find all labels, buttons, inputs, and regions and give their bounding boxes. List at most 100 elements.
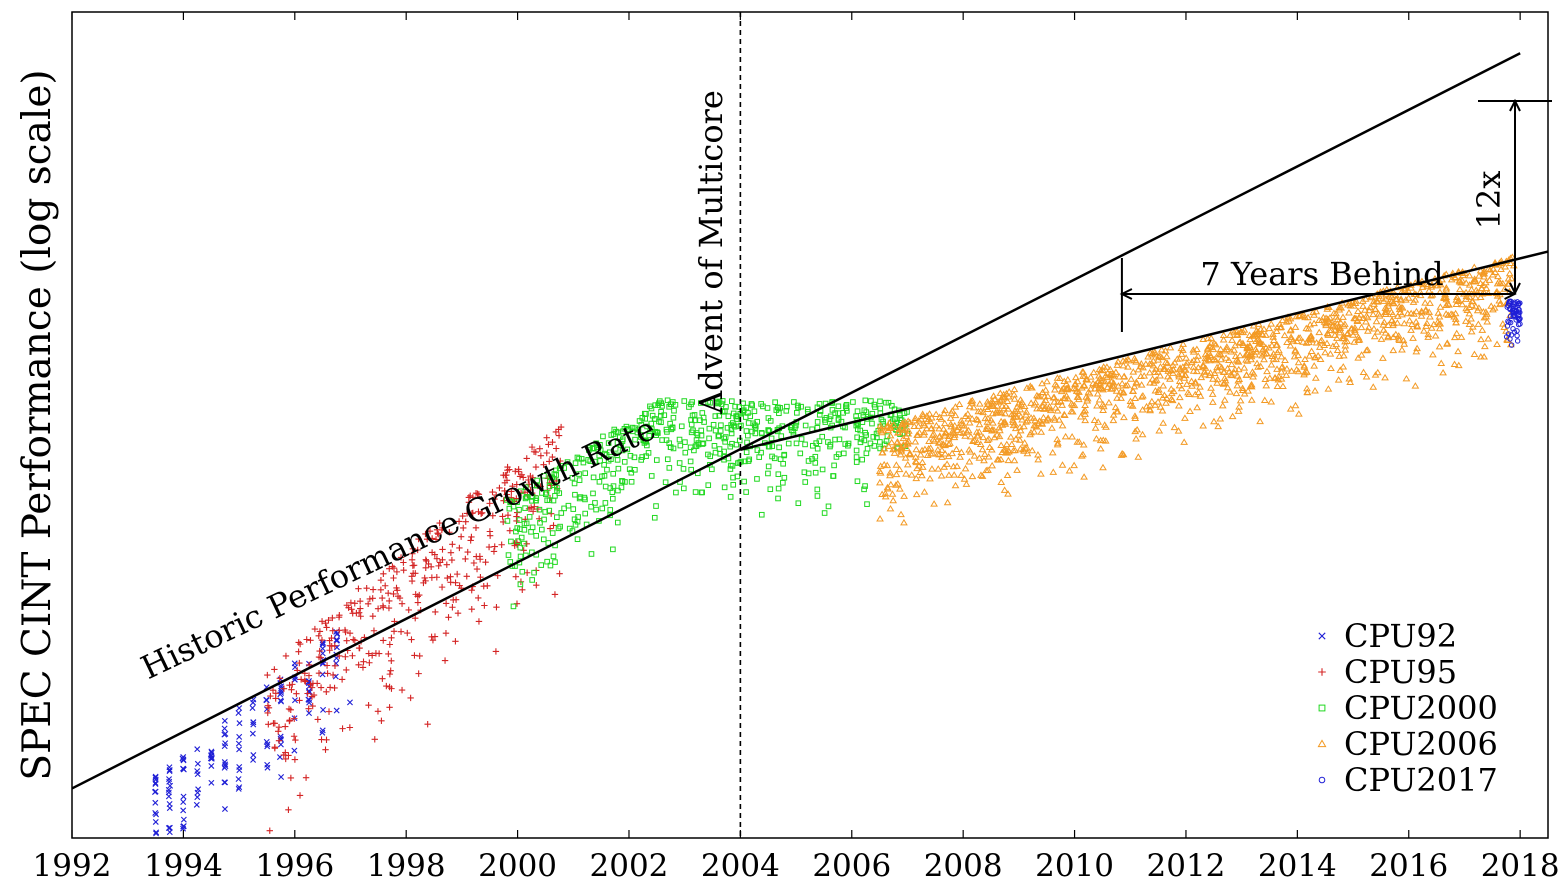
data-point (1210, 417, 1218, 425)
data-point (317, 654, 324, 661)
data-point (506, 527, 514, 534)
data-point (314, 716, 322, 723)
data-point (491, 543, 498, 550)
data-point (751, 408, 758, 415)
data-point (408, 556, 416, 563)
data-point (415, 670, 422, 677)
data-point (680, 466, 687, 472)
data-point (1361, 306, 1369, 313)
data-point (386, 641, 394, 648)
data-point (889, 496, 898, 504)
data-point (1514, 299, 1521, 305)
data-point (306, 710, 313, 717)
data-point (453, 570, 461, 578)
data-point (377, 586, 385, 594)
data-point (612, 446, 619, 452)
data-point (336, 611, 343, 619)
data-point (1113, 394, 1121, 401)
data-point (998, 402, 1007, 409)
data-point (1155, 427, 1164, 434)
data-point (1277, 375, 1286, 382)
data-point (420, 579, 427, 587)
data-point (1074, 393, 1083, 400)
data-point (1151, 377, 1160, 384)
data-point (1086, 373, 1095, 380)
data-point (1316, 355, 1325, 363)
data-point (1208, 398, 1217, 405)
data-point (1157, 346, 1166, 353)
data-point (426, 528, 434, 535)
data-point (1480, 342, 1489, 350)
data-point (843, 402, 850, 408)
data-point (736, 459, 743, 466)
data-point (544, 558, 550, 565)
data-point (1339, 313, 1347, 320)
data-point (1213, 366, 1222, 374)
data-point (743, 404, 750, 411)
data-point (1128, 387, 1137, 394)
data-point (926, 450, 935, 457)
data-point (995, 432, 1004, 440)
data-point (973, 416, 982, 423)
data-point (657, 412, 664, 419)
data-point (534, 482, 540, 489)
data-point (502, 472, 509, 479)
data-point (648, 426, 655, 432)
data-point (957, 419, 966, 427)
data-point (468, 533, 475, 541)
data-point (1465, 320, 1474, 327)
data-point (932, 421, 941, 429)
data-point (686, 404, 692, 410)
data-point (264, 671, 271, 679)
data-point (1112, 368, 1120, 375)
data-point (517, 488, 524, 495)
data-point (333, 707, 340, 714)
data-point (1225, 367, 1234, 375)
data-point (504, 466, 511, 474)
data-point (1357, 351, 1366, 358)
data-point (1214, 422, 1223, 430)
data-point (1333, 334, 1341, 341)
data-point (990, 426, 998, 433)
data-point (1109, 372, 1117, 379)
data-point (615, 465, 622, 472)
x-tick-label: 2002 (590, 848, 669, 882)
data-point (264, 764, 271, 771)
data-point (319, 727, 326, 734)
data-point (1249, 373, 1257, 380)
data-point (1450, 360, 1459, 367)
data-point (795, 500, 802, 507)
data-point (329, 671, 337, 679)
data-point (689, 399, 695, 405)
data-point (1199, 422, 1208, 429)
data-point (727, 494, 734, 500)
data-point (1405, 316, 1414, 324)
data-point (1041, 386, 1050, 393)
data-point (369, 586, 377, 593)
data-point (532, 463, 540, 471)
data-point (1474, 320, 1483, 327)
data-point (939, 441, 948, 448)
data-point (527, 504, 535, 511)
data-point (605, 440, 612, 446)
data-point (876, 421, 885, 429)
data-point (1179, 340, 1187, 347)
data-point (151, 789, 158, 796)
data-point (1315, 328, 1324, 336)
data-point (570, 506, 577, 512)
data-point (152, 799, 159, 806)
data-point (1263, 367, 1271, 375)
data-point (1160, 365, 1168, 372)
data-point (861, 407, 868, 414)
legend-label: CPU2006 (1344, 725, 1498, 763)
data-point (664, 456, 671, 463)
data-point (1234, 407, 1243, 414)
data-point (877, 439, 883, 445)
data-point (271, 666, 278, 673)
data-point (1046, 406, 1055, 414)
data-point (1058, 401, 1067, 408)
data-point (1387, 316, 1396, 324)
data-point (1302, 339, 1311, 346)
data-point (517, 581, 524, 588)
data-point (627, 452, 634, 459)
